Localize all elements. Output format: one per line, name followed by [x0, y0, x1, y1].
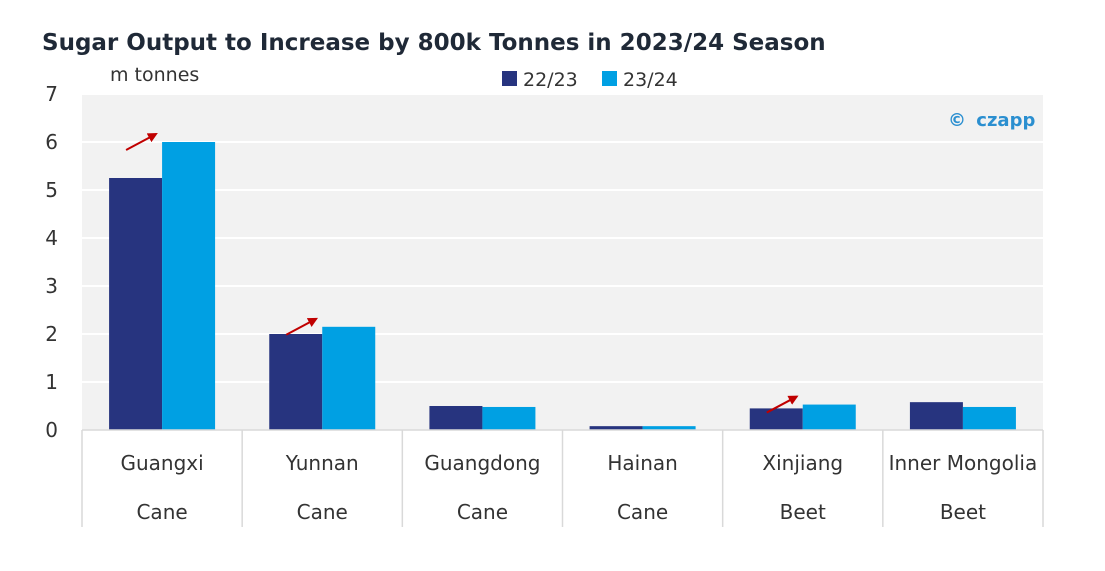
chart-title: Sugar Output to Increase by 800k Tonnes … [42, 30, 826, 56]
legend-label-22-23: 22/23 [523, 69, 578, 91]
x-subcategory-label: Cane [617, 500, 668, 524]
x-category-label: Xinjiang [762, 451, 843, 475]
y-tick-label: 3 [45, 274, 58, 298]
legend-swatch-22-23 [502, 71, 517, 86]
legend-label-23-24: 23/24 [623, 69, 678, 91]
x-subcategory-label: Beet [780, 500, 826, 524]
plot-area [82, 94, 1043, 430]
increase-arrows [125, 133, 799, 414]
x-subcategory-label: Cane [457, 500, 508, 524]
bar-22-23-hainan [589, 426, 643, 430]
gridlines [82, 93, 1043, 383]
legend: 22/23 23/24 [502, 69, 678, 91]
x-category-label: Guangxi [120, 451, 203, 475]
y-tick-label: 0 [45, 418, 58, 442]
bar-23-24-guangdong [482, 406, 536, 430]
y-tick-label: 5 [45, 178, 58, 202]
x-subcategory-label: Cane [297, 500, 348, 524]
y-axis-unit-label: m tonnes [110, 64, 199, 86]
y-tick-label: 6 [45, 130, 58, 154]
y-tick-label: 4 [45, 226, 58, 250]
x-axis: Guangxi Cane Yunnan Cane Guangdong Cane Hainan… [81, 429, 1044, 527]
y-tick-label: 2 [45, 322, 58, 346]
bars [109, 142, 1016, 430]
bar-22-23-guangxi [109, 178, 163, 430]
bar-22-23-yunnan [269, 334, 323, 430]
x-subcategory-label: Beet [940, 500, 986, 524]
watermark-text: czapp [976, 110, 1035, 131]
y-axis-ticks: 0 1 2 3 4 5 6 7 [45, 82, 58, 442]
x-subcategory-label: Cane [136, 500, 187, 524]
bar-23-24-hainan [642, 426, 696, 430]
czapp-watermark: © czapp [948, 110, 1035, 131]
y-tick-label: 1 [45, 370, 58, 394]
increase-arrow-xinjiang [766, 395, 799, 414]
bar-23-24-guangxi [162, 142, 216, 430]
copyright-symbol: © [948, 110, 966, 131]
increase-arrow-yunnan [285, 317, 319, 336]
bar-23-24-yunnan [322, 326, 376, 430]
x-category-label: Guangdong [424, 451, 540, 475]
bar-23-24-inner-mongolia [962, 406, 1016, 430]
bar-22-23-inner-mongolia [909, 402, 963, 430]
legend-swatch-23-24 [602, 71, 617, 86]
x-category-label: Yunnan [285, 451, 359, 475]
x-category-label: Hainan [607, 451, 677, 475]
y-tick-label: 7 [45, 82, 58, 106]
svg-text:© czapp: © czapp [948, 110, 1035, 131]
bar-23-24-xinjiang [802, 404, 856, 430]
x-category-label: Inner Mongolia [889, 451, 1038, 475]
increase-arrow-guangxi [125, 133, 158, 151]
bar-22-23-xinjiang [749, 408, 803, 430]
bar-22-23-guangdong [429, 406, 483, 430]
